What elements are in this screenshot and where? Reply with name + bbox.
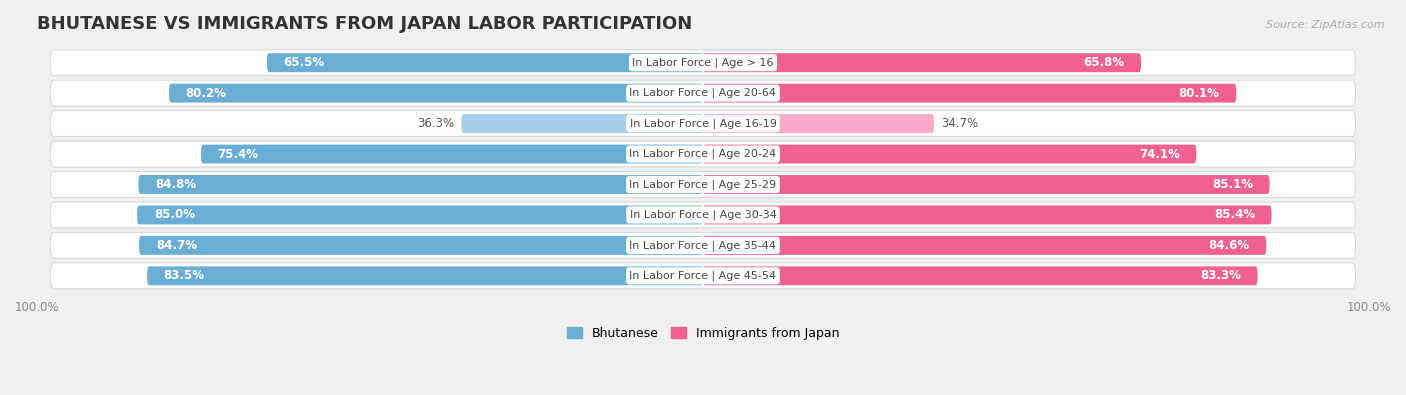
Text: In Labor Force | Age 45-54: In Labor Force | Age 45-54 (630, 271, 776, 281)
Text: 84.6%: 84.6% (1208, 239, 1250, 252)
FancyBboxPatch shape (703, 175, 1270, 194)
FancyBboxPatch shape (461, 114, 703, 133)
Text: 83.5%: 83.5% (163, 269, 205, 282)
Text: In Labor Force | Age 16-19: In Labor Force | Age 16-19 (630, 118, 776, 129)
Legend: Bhutanese, Immigrants from Japan: Bhutanese, Immigrants from Japan (561, 322, 845, 345)
Text: In Labor Force | Age 35-44: In Labor Force | Age 35-44 (630, 240, 776, 251)
Text: 85.0%: 85.0% (153, 209, 195, 222)
FancyBboxPatch shape (703, 266, 1257, 285)
FancyBboxPatch shape (139, 236, 703, 255)
Text: 80.2%: 80.2% (186, 87, 226, 100)
Text: 85.1%: 85.1% (1212, 178, 1253, 191)
Text: 85.4%: 85.4% (1213, 209, 1256, 222)
Text: In Labor Force | Age 20-24: In Labor Force | Age 20-24 (630, 149, 776, 159)
FancyBboxPatch shape (169, 84, 703, 103)
FancyBboxPatch shape (201, 145, 703, 164)
FancyBboxPatch shape (138, 175, 703, 194)
FancyBboxPatch shape (51, 111, 1355, 137)
Text: Source: ZipAtlas.com: Source: ZipAtlas.com (1267, 20, 1385, 30)
Text: 36.3%: 36.3% (418, 117, 454, 130)
FancyBboxPatch shape (51, 50, 1355, 75)
Text: 84.8%: 84.8% (155, 178, 197, 191)
FancyBboxPatch shape (703, 53, 1142, 72)
FancyBboxPatch shape (703, 84, 1236, 103)
FancyBboxPatch shape (51, 171, 1355, 198)
Text: 80.1%: 80.1% (1178, 87, 1219, 100)
FancyBboxPatch shape (703, 236, 1267, 255)
FancyBboxPatch shape (51, 263, 1355, 289)
Text: 84.7%: 84.7% (156, 239, 197, 252)
FancyBboxPatch shape (703, 205, 1271, 224)
Text: BHUTANESE VS IMMIGRANTS FROM JAPAN LABOR PARTICIPATION: BHUTANESE VS IMMIGRANTS FROM JAPAN LABOR… (37, 15, 693, 33)
Text: In Labor Force | Age 30-34: In Labor Force | Age 30-34 (630, 210, 776, 220)
FancyBboxPatch shape (51, 80, 1355, 106)
FancyBboxPatch shape (51, 232, 1355, 258)
Text: 74.1%: 74.1% (1139, 148, 1180, 160)
Text: 65.8%: 65.8% (1083, 56, 1125, 69)
Text: 75.4%: 75.4% (218, 148, 259, 160)
Text: 34.7%: 34.7% (941, 117, 979, 130)
FancyBboxPatch shape (148, 266, 703, 285)
FancyBboxPatch shape (703, 114, 934, 133)
FancyBboxPatch shape (267, 53, 703, 72)
FancyBboxPatch shape (703, 145, 1197, 164)
FancyBboxPatch shape (51, 202, 1355, 228)
Text: 83.3%: 83.3% (1201, 269, 1241, 282)
Text: In Labor Force | Age 20-64: In Labor Force | Age 20-64 (630, 88, 776, 98)
Text: In Labor Force | Age 25-29: In Labor Force | Age 25-29 (630, 179, 776, 190)
FancyBboxPatch shape (138, 205, 703, 224)
FancyBboxPatch shape (51, 141, 1355, 167)
Text: In Labor Force | Age > 16: In Labor Force | Age > 16 (633, 57, 773, 68)
Text: 65.5%: 65.5% (284, 56, 325, 69)
